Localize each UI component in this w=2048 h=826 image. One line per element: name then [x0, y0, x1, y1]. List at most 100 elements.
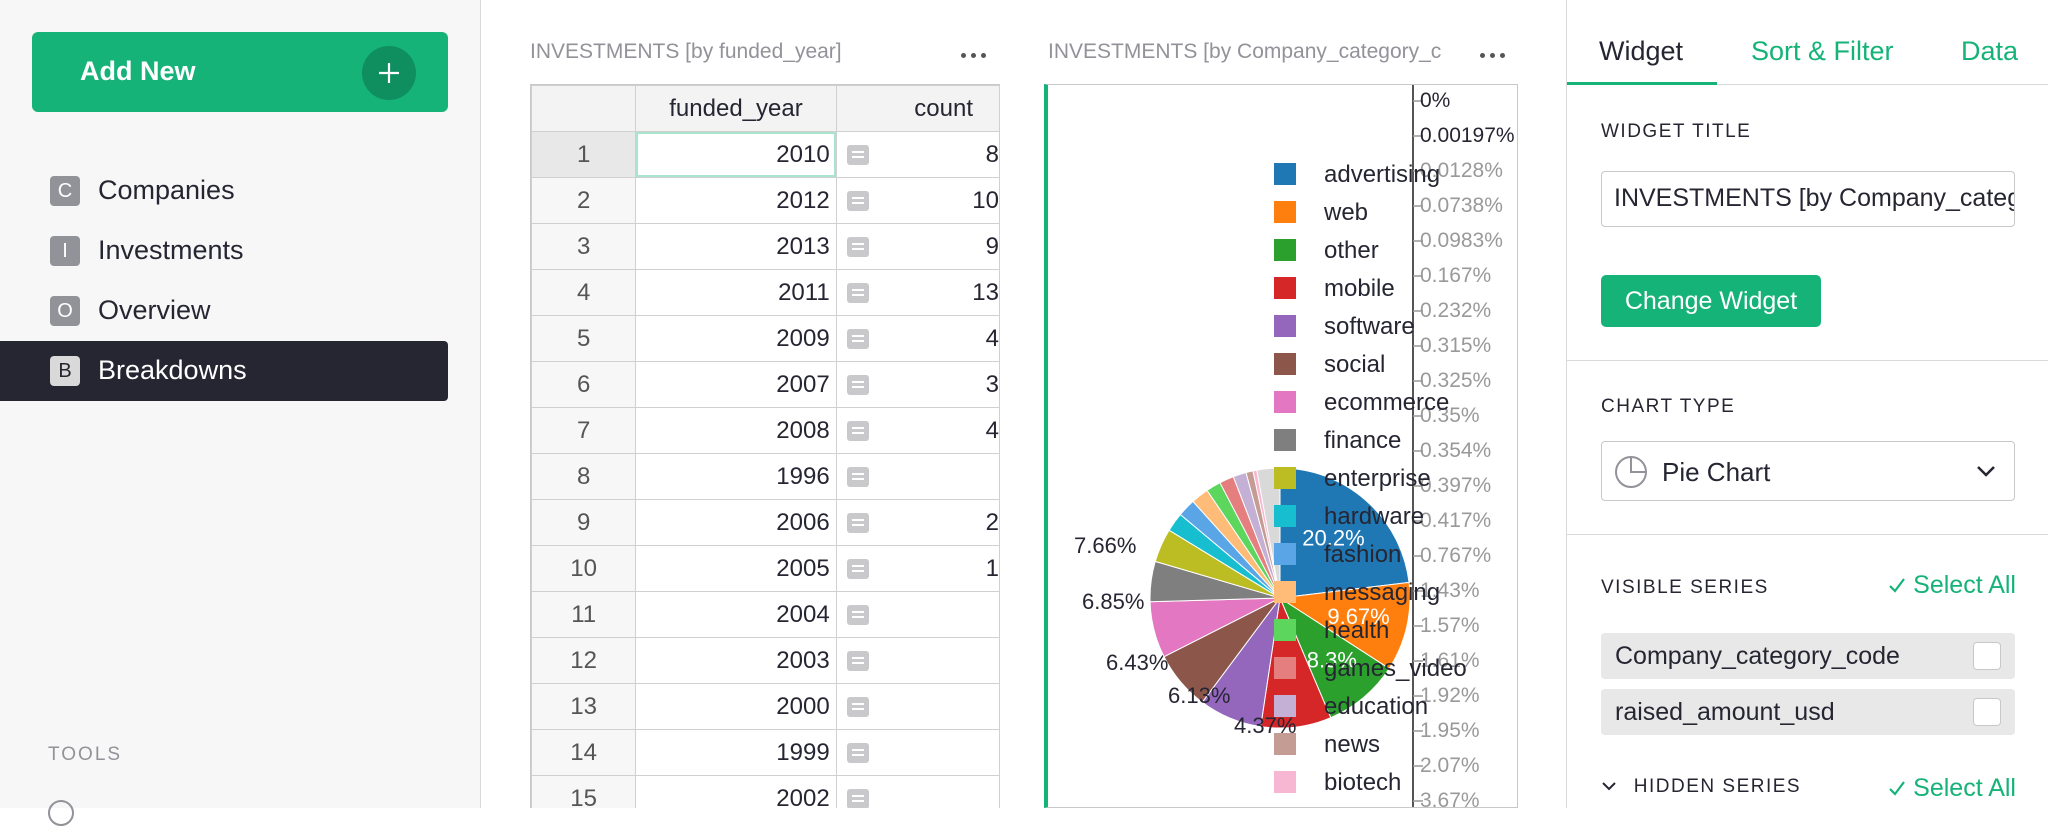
count-cell[interactable] — [835, 453, 1000, 500]
column-header-funded-year[interactable]: funded_year — [635, 85, 837, 132]
table-row[interactable]: 1 2010 8 — [531, 131, 1000, 178]
funded-year-cell[interactable]: 2013 — [635, 223, 837, 270]
reference-icon[interactable] — [846, 743, 869, 763]
legend-label[interactable]: social — [1324, 351, 1385, 378]
reference-icon[interactable] — [846, 191, 869, 211]
legend-label[interactable]: ecommerce — [1324, 389, 1449, 416]
pie-slice-web[interactable] — [1278, 581, 1411, 670]
tab-sort-filter[interactable]: Sort & Filter — [1751, 36, 1894, 66]
sidebar-item-breakdowns[interactable]: B Breakdowns — [0, 341, 448, 401]
series-checkbox[interactable] — [1973, 698, 2001, 726]
row-number[interactable]: 9 — [531, 499, 637, 546]
reference-icon[interactable] — [846, 513, 869, 533]
change-widget-button[interactable]: Change Widget — [1601, 275, 1821, 327]
count-cell[interactable]: 13 — [835, 269, 1000, 316]
table-row[interactable]: 5 2009 4 — [531, 315, 1000, 362]
count-cell[interactable] — [835, 683, 1000, 730]
tab-data[interactable]: Data — [1961, 36, 2019, 66]
reference-icon[interactable] — [846, 283, 869, 303]
legend-label[interactable]: enterprise — [1324, 465, 1431, 492]
funded-year-cell[interactable]: 2007 — [635, 361, 837, 408]
funded-year-cell[interactable]: 2000 — [635, 683, 837, 730]
table-row[interactable]: 15 2002 — [531, 775, 1000, 808]
legend-label[interactable]: finance — [1324, 427, 1401, 454]
row-number[interactable]: 15 — [531, 775, 637, 808]
funded-year-cell[interactable]: 2004 — [635, 591, 837, 638]
table-row[interactable]: 8 1996 — [531, 453, 1000, 500]
funded-year-cell[interactable]: 2009 — [635, 315, 837, 362]
reference-icon[interactable] — [846, 375, 869, 395]
count-cell[interactable]: 1 — [835, 545, 1000, 592]
sidebar-item-companies[interactable]: C Companies — [0, 161, 448, 221]
widget-title-input[interactable]: INVESTMENTS [by Company_category_code] — [1601, 171, 2015, 227]
pie-slice-advertising[interactable] — [1279, 467, 1410, 599]
legend-label[interactable]: news — [1324, 731, 1380, 758]
reference-icon[interactable] — [846, 329, 869, 349]
visible-series-item[interactable]: raised_amount_usd — [1601, 689, 2015, 735]
row-number[interactable]: 10 — [531, 545, 637, 592]
count-cell[interactable] — [835, 637, 1000, 684]
row-number[interactable]: 2 — [531, 177, 637, 224]
hidden-series-toggle[interactable]: HIDDEN SERIES — [1601, 776, 1801, 798]
funded-year-cell[interactable]: 2012 — [635, 177, 837, 224]
legend-label[interactable]: education — [1324, 693, 1428, 720]
table-row[interactable]: 10 2005 1 — [531, 545, 1000, 592]
row-number[interactable]: 7 — [531, 407, 637, 454]
row-number[interactable]: 13 — [531, 683, 637, 730]
reference-icon[interactable] — [846, 467, 869, 487]
table-row[interactable]: 4 2011 13 — [531, 269, 1000, 316]
tab-widget[interactable]: Widget — [1599, 36, 1684, 66]
reference-icon[interactable] — [846, 605, 869, 625]
legend-label[interactable]: software — [1324, 313, 1415, 340]
table-row[interactable]: 7 2008 4 — [531, 407, 1000, 454]
legend-label[interactable]: fashion — [1324, 541, 1401, 568]
pie-slice-other[interactable] — [1278, 596, 1390, 719]
row-number[interactable]: 12 — [531, 637, 637, 684]
legend-label[interactable]: health — [1324, 617, 1389, 644]
row-number[interactable]: 8 — [531, 453, 637, 500]
funded-year-cell[interactable]: 1996 — [635, 453, 837, 500]
legend-label[interactable]: mobile — [1324, 275, 1395, 302]
funded-year-cell[interactable]: 2010 — [635, 131, 837, 178]
table-row[interactable]: 13 2000 — [531, 683, 1000, 730]
funded-year-cell[interactable]: 2005 — [635, 545, 837, 592]
funded-year-cell[interactable]: 2011 — [635, 269, 837, 316]
funded-year-cell[interactable]: 2003 — [635, 637, 837, 684]
count-cell[interactable]: 3 — [835, 361, 1000, 408]
reference-icon[interactable] — [846, 789, 869, 808]
funded-year-cell[interactable]: 2002 — [635, 775, 837, 808]
legend-label[interactable]: advertising — [1324, 161, 1440, 188]
table-row[interactable]: 2 2012 10 — [531, 177, 1000, 224]
legend-label[interactable]: other — [1324, 237, 1379, 264]
reference-icon[interactable] — [846, 237, 869, 257]
table-widget-menu-icon[interactable] — [961, 50, 991, 60]
table-row[interactable]: 3 2013 9 — [531, 223, 1000, 270]
legend-label[interactable]: messaging — [1324, 579, 1440, 606]
reference-icon[interactable] — [846, 421, 869, 441]
funded-year-cell[interactable]: 2006 — [635, 499, 837, 546]
reference-icon[interactable] — [846, 559, 869, 579]
chart-type-select[interactable]: Pie Chart — [1601, 441, 2015, 501]
series-checkbox[interactable] — [1973, 642, 2001, 670]
column-header-count[interactable]: count — [835, 85, 1000, 132]
row-number[interactable]: 4 — [531, 269, 637, 316]
funded-year-cell[interactable]: 2008 — [635, 407, 837, 454]
count-cell[interactable]: 8 — [835, 131, 1000, 178]
table-row[interactable]: 6 2007 3 — [531, 361, 1000, 408]
select-all-hidden-button[interactable]: Select All — [1888, 774, 2016, 803]
pie-chart-widget[interactable]: 20.2% 9.67% 8.3% 7.66% 6.85% 6.43% 6.13% 4.37% 0… — [1044, 84, 1518, 808]
table-row[interactable]: 11 2004 — [531, 591, 1000, 638]
count-cell[interactable]: 4 — [835, 407, 1000, 454]
reference-icon[interactable] — [846, 651, 869, 671]
count-cell[interactable]: 4 — [835, 315, 1000, 362]
reference-icon[interactable] — [846, 697, 869, 717]
row-number[interactable]: 5 — [531, 315, 637, 362]
funded-year-cell[interactable]: 1999 — [635, 729, 837, 776]
visible-series-item[interactable]: Company_category_code — [1601, 633, 2015, 679]
select-all-visible-button[interactable]: Select All — [1888, 571, 2016, 600]
legend-label[interactable]: games_video — [1324, 655, 1467, 682]
table-row[interactable]: 14 1999 — [531, 729, 1000, 776]
count-cell[interactable]: 9 — [835, 223, 1000, 270]
add-new-button[interactable]: Add New — [32, 32, 448, 112]
count-cell[interactable] — [835, 591, 1000, 638]
